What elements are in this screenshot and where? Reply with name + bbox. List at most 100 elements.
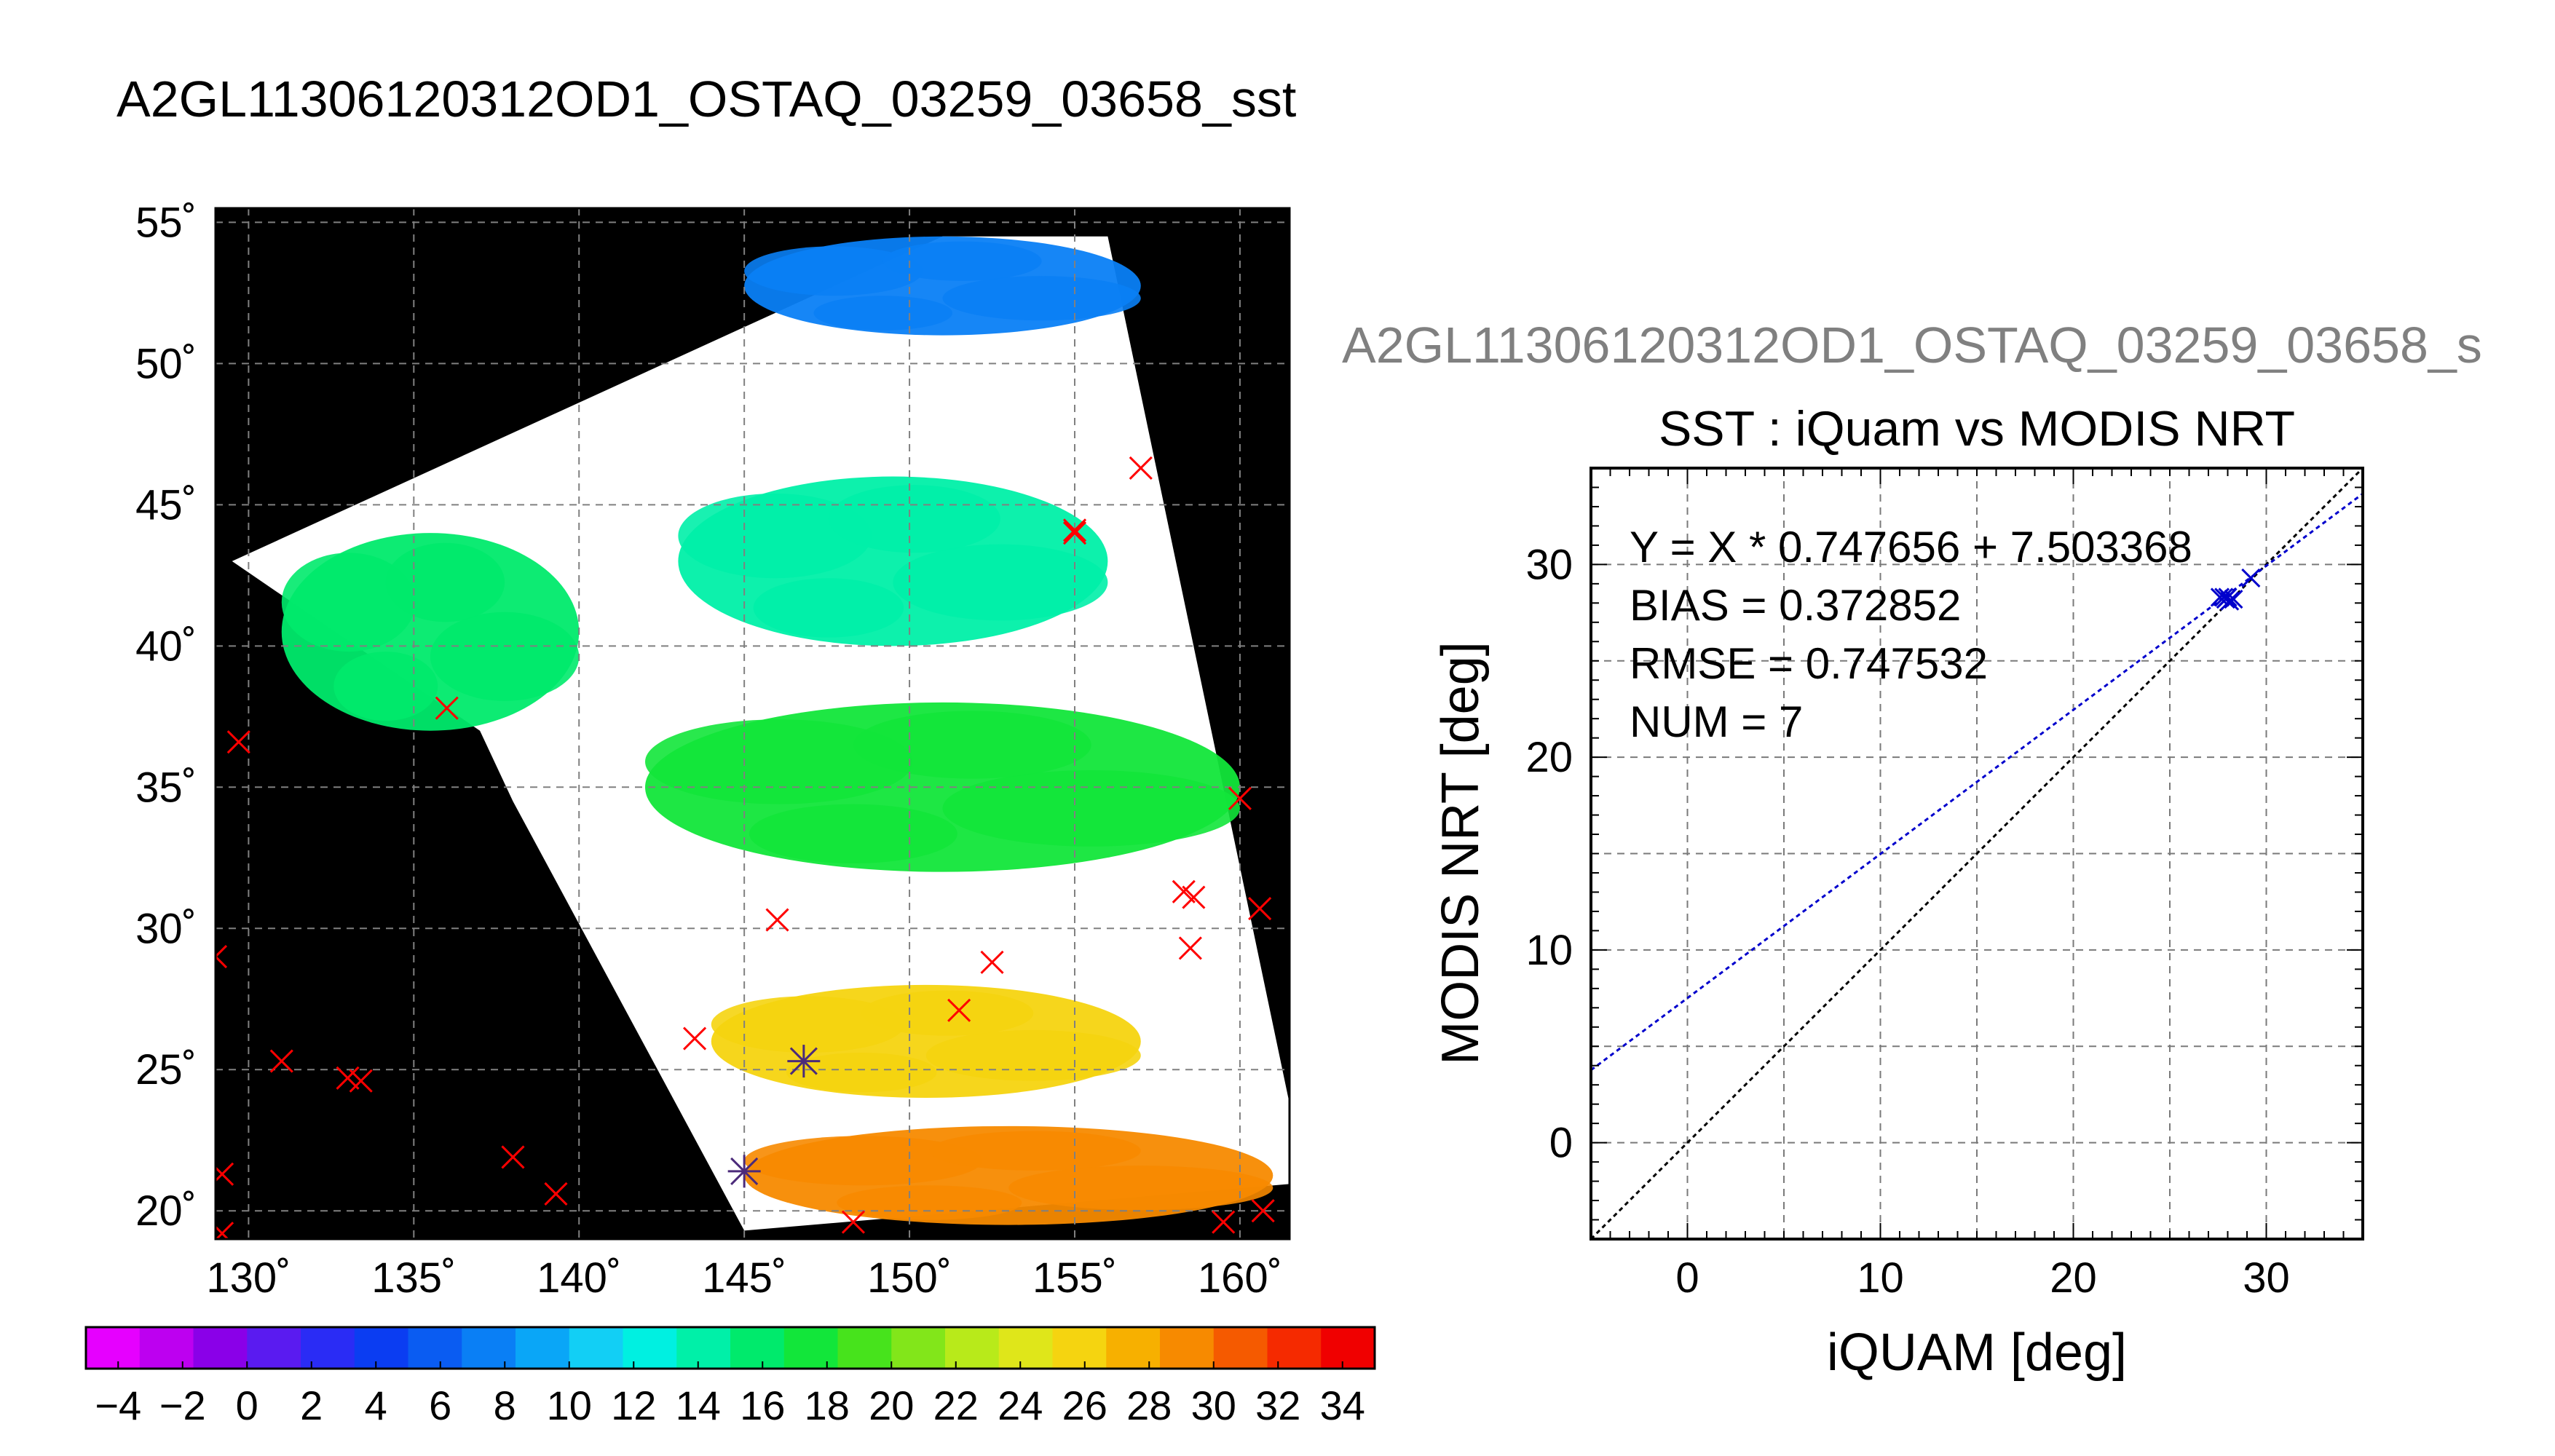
matchup-marker [544,1182,568,1206]
sst-patch-lobe [753,578,904,638]
marker-stroke [435,696,459,720]
scatter-point [2220,591,2240,611]
colorbar-tick-label: 12 [611,1382,656,1428]
marker-stroke [226,730,250,754]
colorbar-swatch [837,1327,892,1369]
marker-stroke [336,1066,360,1090]
matchup-marker [765,908,789,932]
sst-patch-lobe [813,296,953,331]
scatter-point [2241,568,2261,587]
lat-tick-label: 20˚ [135,1187,197,1235]
marker-stroke [1062,518,1087,542]
marker-stroke [1182,885,1206,909]
stats-rmse: RMSE = 0.747532 [1630,639,1988,688]
marker-stroke [216,954,228,969]
matchup-marker [1129,456,1153,480]
colorbar-swatch [462,1327,516,1369]
lon-tick-label: 130˚ [206,1254,291,1302]
sst-patch-lobe [744,246,923,296]
scatter-x-tick-labels: 0 10 20 30 [1675,1254,2289,1302]
colorbar-tick-label: 16 [740,1382,785,1428]
lat-tick-label: 55˚ [135,199,197,246]
sst-patch-lobe [942,276,1141,321]
matchup-marker [1182,885,1206,909]
sst-patch-lobe [749,804,957,864]
colorbar-tick-label: 4 [365,1382,387,1428]
colorbar-swatch [86,1327,141,1369]
marker-stroke [1172,879,1196,903]
scatter-points [2210,568,2261,611]
colorbar-swatch [408,1327,462,1369]
matchup-marker [269,1049,293,1073]
scatter-x-tick-label: 30 [2243,1254,2290,1302]
colorbar-swatch [891,1327,946,1369]
colorbar-frame [84,1326,1376,1370]
sst-patch-lobe [645,719,913,804]
colorbar-tick-label: 32 [1255,1382,1300,1428]
marker-stroke [2220,591,2240,611]
scatter-minor-ticks [1590,467,2364,1240]
sst-patch-lobe [882,241,1042,281]
sst-patch-lobe [333,652,438,721]
matchup-marker [216,944,228,969]
matchup-marker [1212,1210,1236,1234]
marker-stroke [216,1222,234,1239]
marker-stroke [269,1049,293,1073]
colorbar-swatch [1052,1327,1107,1369]
marker-stroke [1212,1210,1236,1234]
marker-stroke [1228,786,1252,810]
colorbar-tick-label: 26 [1062,1382,1107,1428]
sst-patch-lobe [929,1131,1141,1171]
sst-patch-lobe [828,485,1000,553]
scatter-y-tick-label: 10 [1525,927,1573,974]
stats-bias: BIAS = 0.372852 [1630,581,1961,630]
sst-patch [678,476,1108,646]
marker-stroke [1129,456,1153,480]
colorbar-tick-label: −2 [159,1382,206,1428]
matchup-marker [216,1162,234,1186]
matchup-marker [435,696,459,720]
marker-stroke [216,944,228,959]
map-markers [216,456,1275,1239]
marker-stroke [1251,1199,1275,1223]
marker-stroke [349,1069,373,1093]
scatter-x-tick-label: 10 [1857,1254,1904,1302]
map-plot-area [216,208,1290,1239]
colorbar-swatch [301,1327,355,1369]
marker-stroke [1178,936,1202,960]
used-matchup-marker [727,1155,761,1188]
colorbar-swatch [1213,1327,1268,1369]
sst-patch-lobe [837,1185,1022,1220]
matchup-marker [1248,897,1272,921]
sst-patch-lobe [678,493,872,579]
matchup-marker [1178,936,1202,960]
colorbar [84,1326,1376,1370]
colorbar-tick-label: 6 [429,1382,451,1428]
sst-patch-lobe [786,1052,937,1093]
colorbar-swatch [676,1327,731,1369]
colorbar-swatch [193,1327,248,1369]
scatter-y-tick-label: 30 [1525,541,1573,588]
colorbar-swatch [569,1327,623,1369]
scatter-point [2224,589,2243,609]
lon-tick-label: 135˚ [371,1254,456,1302]
colorbar-tick-label: 0 [236,1382,258,1428]
scatter-suptitle: A2GL11306120312OD1_OSTAQ_03259_03658_s [1342,317,2482,373]
lat-tick-label: 40˚ [135,622,197,670]
colorbar-tick-label: 22 [933,1382,979,1428]
sst-patch-lobe [1008,1166,1273,1211]
marker-stroke [544,1182,568,1206]
scatter-y-tick-label: 0 [1549,1120,1573,1167]
lon-tick-label: 140˚ [537,1254,621,1302]
used-matchup-marker [787,1045,821,1078]
marker-stroke [216,1162,234,1182]
lat-tick-label: 45˚ [135,481,197,529]
colorbar-swatch [945,1327,1000,1369]
colorbar-swatch [1267,1327,1322,1369]
colorbar-swatch [1321,1327,1375,1369]
scatter-stats: Y = X * 0.747656 + 7.503368 BIAS = 0.372… [1630,523,2192,746]
marker-stroke [683,1026,707,1051]
marker-stroke [765,908,789,932]
scatter-title: SST : iQuam vs MODIS NRT [1659,401,2295,456]
